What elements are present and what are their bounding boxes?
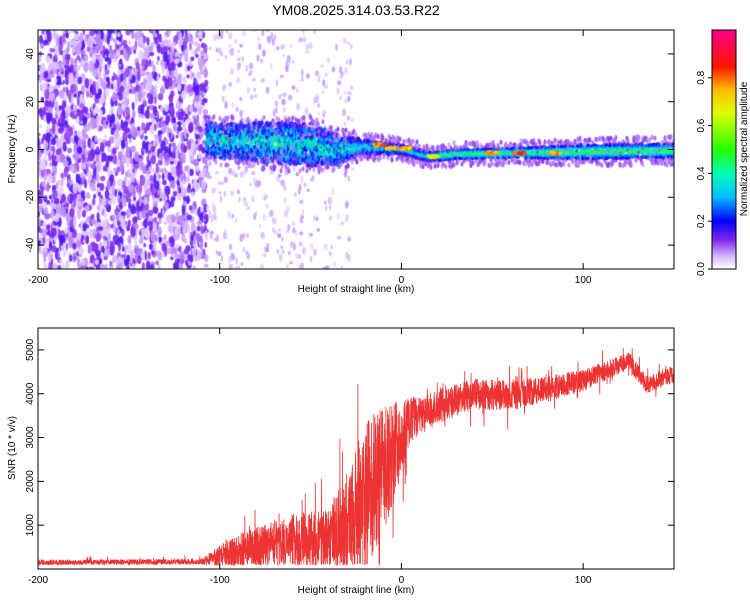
spectrogram-xtick-label: -200 [28, 275, 48, 286]
snr-ytick-label: 5000 [25, 338, 36, 361]
snr-xlabel: Height of straight line (km) [298, 585, 415, 596]
snr-ylabel: SNR (10 * v/v) [7, 416, 18, 480]
snr-xtick-label: -200 [28, 575, 48, 586]
snr-xtick-label: 0 [399, 575, 405, 586]
spectrogram-ytick-label: 20 [25, 96, 36, 108]
snr-ytick-label: 4000 [25, 382, 36, 405]
snr-ytick-label: 2000 [25, 470, 36, 493]
spectrogram-xtick-label: -100 [210, 275, 230, 286]
snr-xtick-label: 100 [575, 575, 592, 586]
colorbar-frame [711, 29, 737, 270]
colorbar-tick-label: 0.4 [696, 166, 707, 180]
colorbar: Normalized spectral amplitude 0.0 0.2 0.4 0… [696, 29, 750, 276]
spectrogram-ytick-label: 0 [25, 146, 36, 152]
snr-xtick-label: -100 [210, 575, 230, 586]
spectrogram-xtick-label: 0 [399, 275, 405, 286]
snr-series-line [38, 348, 674, 567]
colorbar-gradient [712, 30, 736, 269]
colorbar-tick-label: 0.8 [696, 70, 707, 84]
spectrogram-panel: Height of straight line (km) Frequency (… [7, 29, 675, 295]
spectrogram-xtick-label: 100 [575, 275, 592, 286]
spectrogram-frame [37, 29, 675, 270]
spectrogram-ytick-label: -20 [25, 190, 36, 205]
spectrogram-ytick-label: 40 [25, 48, 36, 60]
spectrogram-ytick-label: -40 [25, 237, 36, 252]
spectrogram-xlabel: Height of straight line (km) [298, 284, 415, 295]
figure-title: YM08.2025.314.03.53.R22 [272, 2, 440, 18]
colorbar-tick-label: 0.6 [696, 118, 707, 132]
colorbar-label: Normalized spectral amplitude [739, 81, 750, 216]
snr-ytick-label: 3000 [25, 426, 36, 449]
snr-panel: Height of straight line (km) SNR (10 * v… [7, 327, 675, 596]
snr-frame [37, 327, 675, 570]
snr-ytick-label: 1000 [25, 514, 36, 537]
colorbar-tick-label: 0.0 [696, 262, 707, 276]
colorbar-tick-label: 0.2 [696, 214, 707, 228]
spectrogram-ylabel: Frequency (Hz) [7, 115, 18, 184]
spectrogram-heatmap [38, 30, 674, 269]
